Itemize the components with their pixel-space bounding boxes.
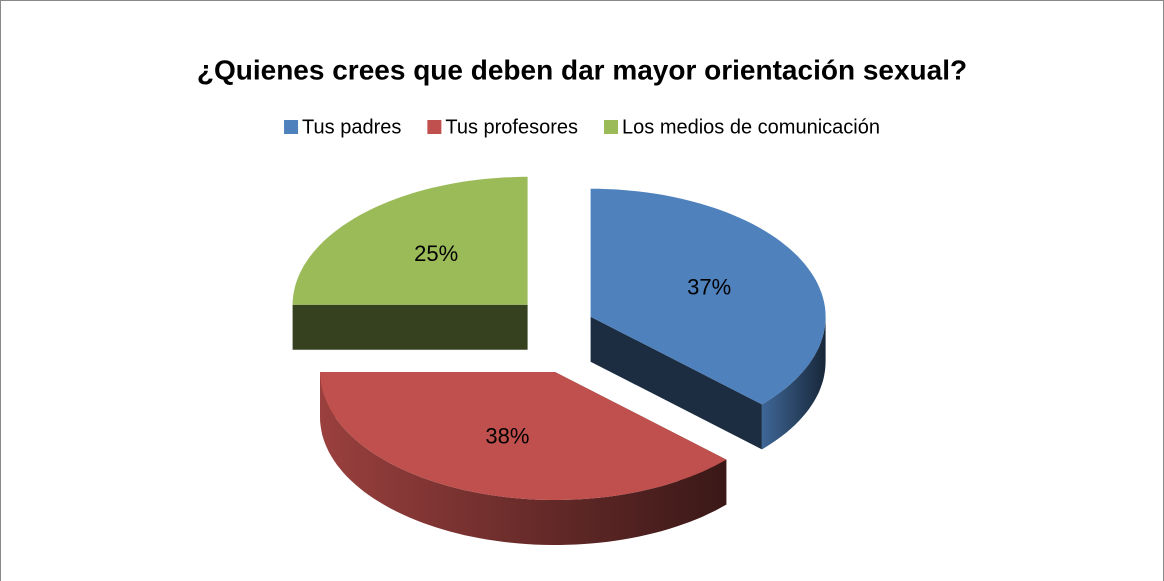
data-label: 25%: [414, 241, 458, 266]
legend-item: Tus profesores: [427, 116, 578, 138]
chart-title: ¿Quienes crees que deben dar mayor orien…: [197, 54, 967, 85]
legend: Tus padres Tus profesores Los medios de co…: [284, 116, 880, 138]
legend-swatch: [427, 120, 442, 134]
slice-wall: [320, 372, 727, 545]
slice-side: [292, 304, 528, 350]
slice-top: [320, 372, 727, 500]
slice: 25%: [292, 176, 528, 350]
legend-swatch: [604, 120, 619, 134]
data-label: 38%: [485, 423, 529, 448]
legend-item: Tus padres: [284, 116, 401, 138]
legend-label: Tus profesores: [445, 116, 578, 138]
legend-swatch: [284, 120, 299, 134]
legend-label: Los medios de comunicación: [622, 116, 880, 138]
pie: 25% 37% 38%: [292, 176, 826, 545]
slice-side: [590, 316, 762, 450]
slice: 38%: [320, 372, 727, 545]
slice: 37%: [590, 188, 826, 450]
slice-wall: [761, 316, 826, 450]
legend-item: Los medios de comunicación: [604, 116, 880, 138]
data-label: 37%: [687, 275, 731, 300]
legend-label: Tus padres: [302, 116, 401, 138]
slice-top: [590, 188, 826, 405]
slice-top: [292, 176, 528, 305]
